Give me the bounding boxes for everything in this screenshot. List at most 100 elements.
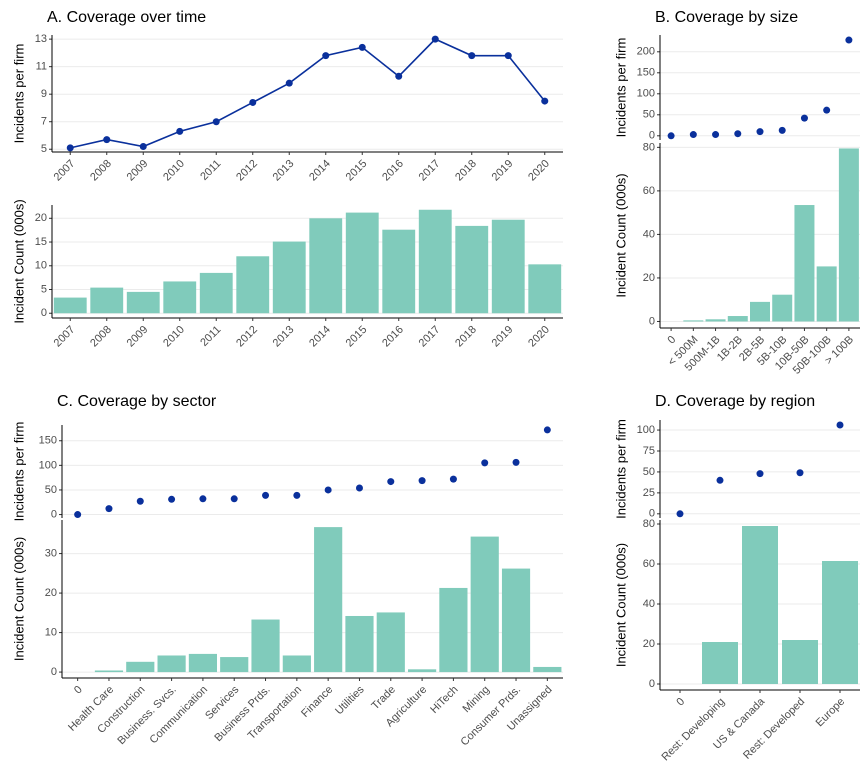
bar <box>157 655 186 673</box>
point <box>543 426 551 434</box>
y-axis-label: Incidents per firm <box>11 44 26 144</box>
y-tick-label: 0 <box>649 678 655 690</box>
bar <box>94 670 124 673</box>
y-axis-label: Incident Count (000s) <box>613 543 628 667</box>
bar <box>251 619 280 673</box>
x-tick-label: Utilities <box>333 683 367 717</box>
y-tick-label: 100 <box>637 88 655 100</box>
bar <box>816 266 837 322</box>
point <box>395 72 403 80</box>
x-tick-label: 2010 <box>161 324 187 350</box>
chart-title: B. Coverage by size <box>655 9 798 26</box>
y-tick-label: 5 <box>41 283 47 295</box>
bar <box>309 218 343 314</box>
y-tick-label: 0 <box>51 508 57 520</box>
y-tick-label: 20 <box>45 587 57 599</box>
bar <box>188 653 217 673</box>
y-tick-label: 11 <box>36 61 47 73</box>
point <box>541 97 549 105</box>
bar <box>53 297 87 314</box>
y-tick-label: 20 <box>643 638 655 650</box>
bar <box>727 316 748 322</box>
point <box>468 52 476 60</box>
point <box>324 486 332 494</box>
point <box>431 35 439 43</box>
y-tick-label: 50 <box>45 484 57 496</box>
y-tick-label: 0 <box>51 666 57 678</box>
x-tick-label: 2018 <box>453 324 479 350</box>
x-tick-label: 2019 <box>490 158 516 184</box>
bar <box>345 615 374 673</box>
x-tick-label: 2014 <box>307 324 333 350</box>
point <box>199 495 207 503</box>
y-tick-label: 15 <box>35 236 47 248</box>
x-tick-label: 2015 <box>344 324 370 350</box>
y-tick-label: 20 <box>35 212 47 224</box>
bar <box>533 666 562 673</box>
bar <box>455 225 489 314</box>
y-axis-label: Incidents per firm <box>613 419 628 519</box>
x-tick-label: 2013 <box>271 324 297 350</box>
point <box>74 511 82 519</box>
point <box>836 421 844 429</box>
x-tick-label: 2016 <box>380 158 406 184</box>
point <box>796 469 804 477</box>
point <box>168 495 176 503</box>
y-tick-label: 100 <box>39 459 57 471</box>
chart-title: A. Coverage over time <box>47 9 206 26</box>
point <box>387 478 395 486</box>
y-tick-label: 0 <box>649 508 655 520</box>
x-tick-label: 2012 <box>234 324 260 350</box>
bar <box>470 536 499 673</box>
point <box>139 142 147 150</box>
x-tick-label: 0 <box>665 334 678 347</box>
point <box>734 130 742 138</box>
x-tick-label: 2007 <box>52 158 78 184</box>
x-tick-label: 2020 <box>526 324 552 350</box>
point <box>293 491 301 499</box>
bar <box>408 669 437 673</box>
point <box>418 477 426 485</box>
y-tick-label: 80 <box>643 141 655 153</box>
y-axis-label: Incident Count (000s) <box>613 173 628 297</box>
y-axis-label: Incident Count (000s) <box>11 537 26 661</box>
bar <box>822 561 858 684</box>
x-tick-label: 2009 <box>125 158 151 184</box>
bar <box>742 526 778 684</box>
y-tick-label: 0 <box>41 307 47 319</box>
y-tick-label: 100 <box>637 424 655 436</box>
point <box>845 36 853 44</box>
point <box>756 128 764 136</box>
bar <box>376 612 405 673</box>
bar <box>163 281 197 314</box>
point <box>262 491 270 499</box>
point <box>689 131 697 139</box>
y-tick-label: 40 <box>643 228 655 240</box>
point <box>230 495 238 503</box>
x-tick-label: Finance <box>299 684 335 720</box>
bar <box>683 320 704 322</box>
point <box>285 79 293 87</box>
y-tick-label: 25 <box>643 487 655 499</box>
bar <box>236 256 270 314</box>
point <box>103 136 111 144</box>
x-tick-label: 0 <box>72 684 85 697</box>
y-tick-label: 0 <box>649 130 655 142</box>
point <box>512 458 520 466</box>
y-tick-label: 7 <box>41 116 47 128</box>
bar <box>838 148 859 322</box>
point <box>105 505 113 513</box>
y-tick-label: 13 <box>35 33 47 45</box>
x-tick-label: 2013 <box>271 158 297 184</box>
x-tick-label: 2007 <box>52 324 78 350</box>
x-tick-label: Europe <box>814 696 848 730</box>
point <box>778 126 786 134</box>
bar <box>772 294 793 322</box>
point <box>249 98 257 106</box>
bar <box>272 241 306 314</box>
x-tick-label: Rest: Developing <box>659 696 727 764</box>
bar <box>220 657 249 673</box>
y-tick-label: 150 <box>39 435 57 447</box>
x-tick-label: 2008 <box>88 158 114 184</box>
